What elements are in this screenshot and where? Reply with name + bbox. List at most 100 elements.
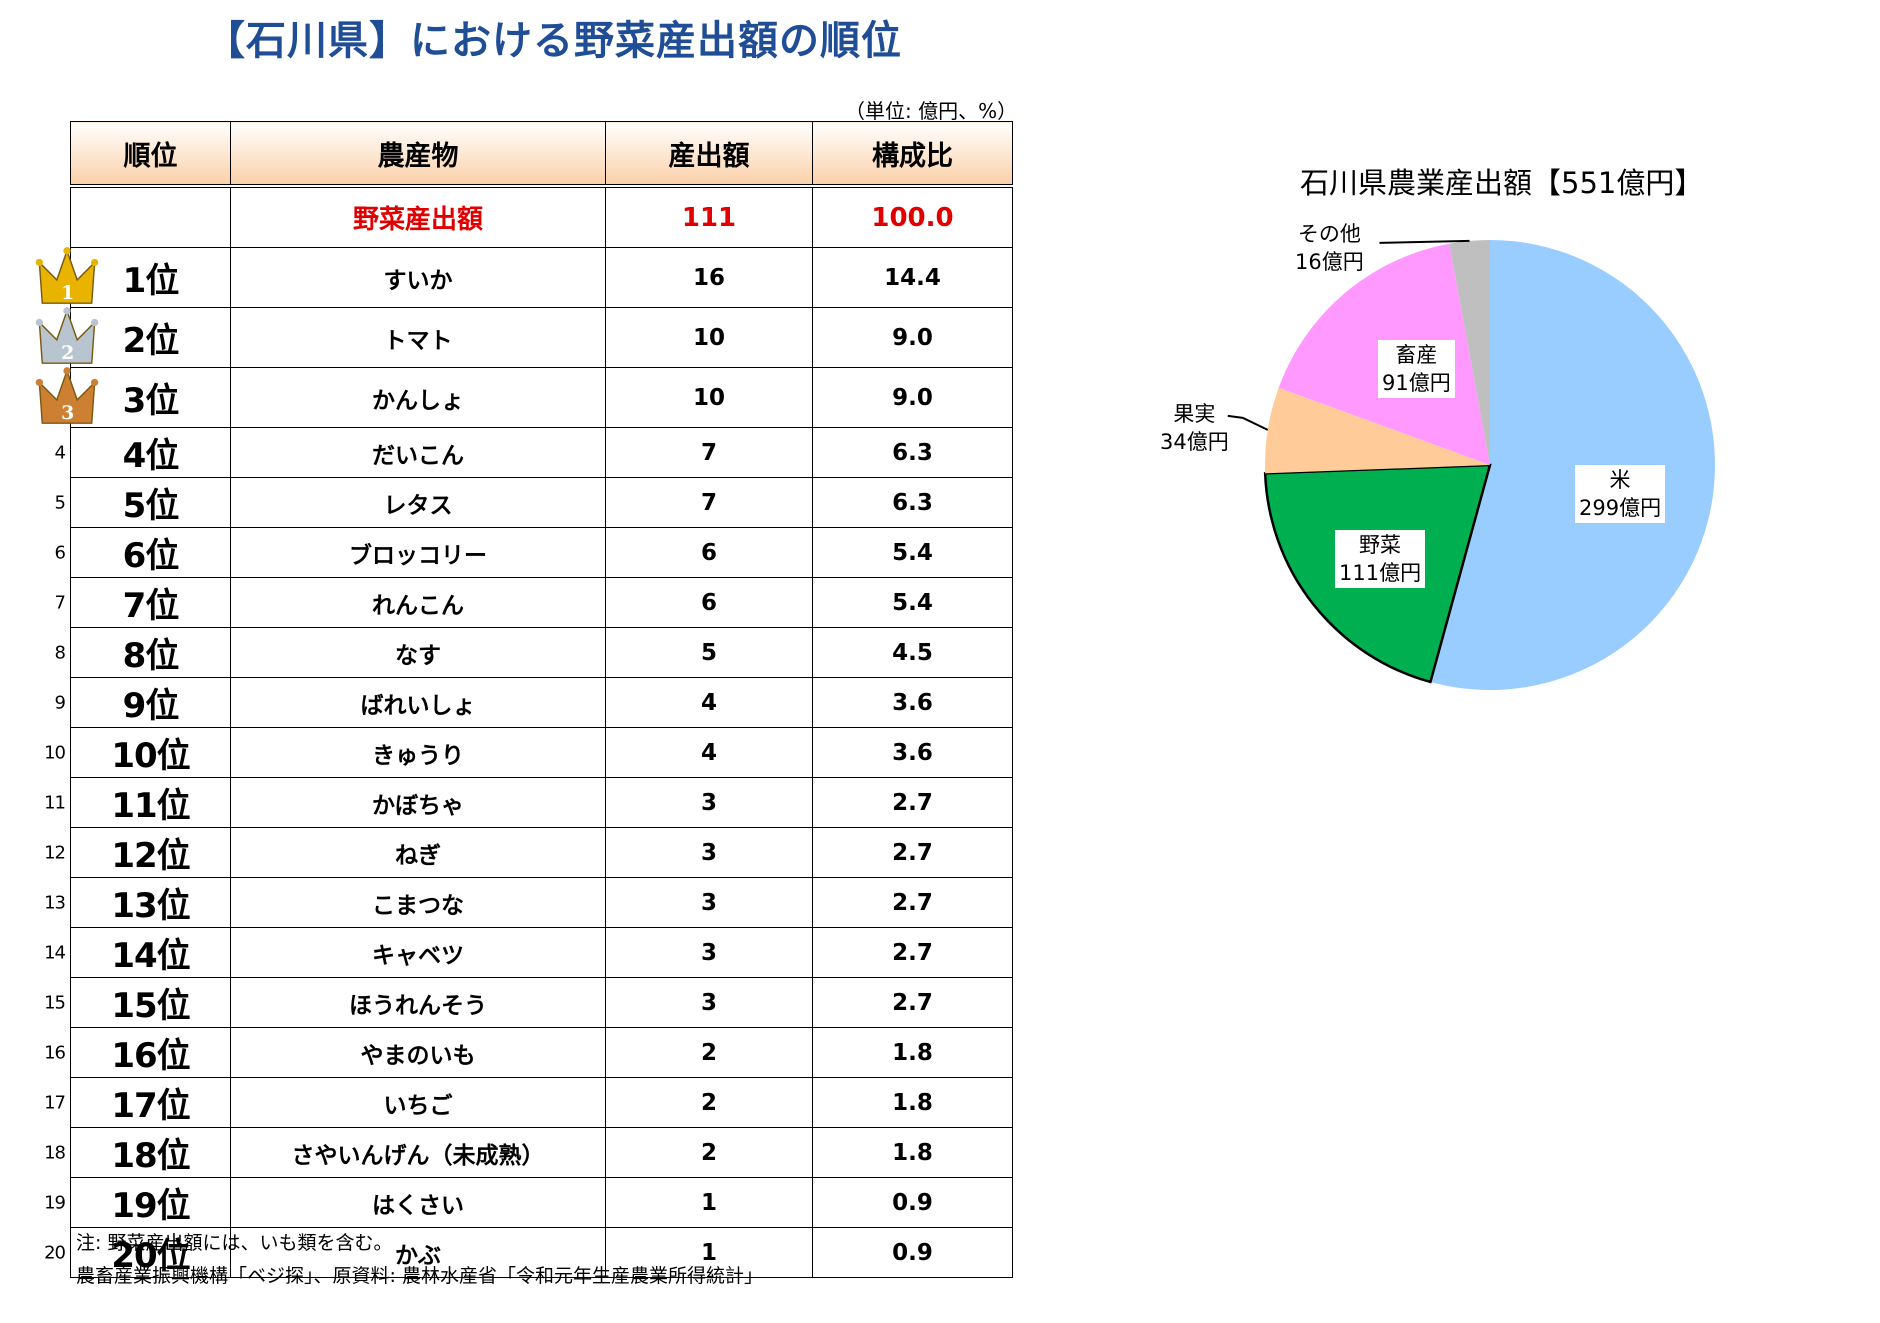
footnote-note: 注: 野菜産出額には、いも類を含む。: [76, 1232, 393, 1254]
ratio-value: 9.0: [812, 307, 1013, 368]
rank-label: 10位: [111, 736, 190, 776]
amount-value: 10: [605, 307, 813, 368]
pie-slice: [1449, 240, 1490, 465]
rank-label: 12位: [111, 836, 190, 876]
crop-name: はくさい: [230, 1177, 606, 1228]
crop-name: ブロッコリー: [230, 527, 606, 578]
row-number: 19: [44, 1192, 66, 1213]
amount-value: 7: [605, 477, 813, 528]
crop-name: こまつな: [230, 877, 606, 928]
crop-name: ばれいしょ: [230, 677, 606, 728]
slice-name: 野菜: [1359, 533, 1402, 557]
crop-name: きゅうり: [230, 727, 606, 778]
pie-slice-label: その他 16億円: [1295, 220, 1364, 276]
rank-cell: 14 14位: [44, 927, 231, 978]
table-row: 13 13位 こまつな 3 2.7: [44, 877, 1013, 928]
ratio-value: 5.4: [812, 577, 1013, 628]
amount-value: 7: [605, 427, 813, 478]
crop-name: なす: [230, 627, 606, 678]
total-row: 野菜産出額 111 100.0: [70, 185, 1013, 248]
rank-cell: 13 13位: [44, 877, 231, 928]
rank-label: 2位: [122, 321, 180, 361]
pie-slice-label: 果実 34億円: [1160, 400, 1229, 456]
row-number: 9: [54, 692, 66, 713]
header-crop: 農産物: [230, 121, 606, 188]
row-number: 5: [54, 492, 66, 513]
ratio-value: 2.7: [812, 977, 1013, 1028]
crop-name: レタス: [230, 477, 606, 528]
amount-value: 10: [605, 367, 813, 428]
crop-name: ねぎ: [230, 827, 606, 878]
crop-name: だいこん: [230, 427, 606, 478]
rank-label: 11位: [111, 786, 190, 826]
table-row: 4 4位 だいこん 7 6.3: [55, 427, 1013, 478]
rank-cell: 15 15位: [44, 977, 231, 1028]
amount-value: 3: [605, 977, 813, 1028]
table-row: 11 11位 かぼちゃ 3 2.7: [44, 777, 1013, 828]
ratio-value: 14.4: [812, 247, 1013, 308]
header-ratio: 構成比: [812, 121, 1013, 188]
rank-cell: 16 16位: [44, 1027, 231, 1078]
slice-name: 果実: [1173, 402, 1216, 426]
table-row: 3 3位 かんしょ 10 9.0: [35, 367, 1013, 428]
table-row: 18 18位 さやいんげん（未成熟） 2 1.8: [44, 1127, 1013, 1178]
rank-cell: 1 1位: [35, 247, 231, 308]
rank-label: 6位: [122, 536, 180, 576]
rank-label: 1位: [122, 261, 180, 301]
slice-value: 299億円: [1579, 496, 1662, 520]
crop-name: いちご: [230, 1077, 606, 1128]
table-row: 20 20位 かぶ 1 0.9: [44, 1227, 1013, 1278]
table-row: 10 10位 きゅうり 4 3.6: [44, 727, 1013, 778]
rank-label: 7位: [122, 586, 180, 626]
row-number: 16: [44, 1042, 66, 1063]
crown-icon: 1: [31, 245, 103, 318]
row-number: 4: [54, 442, 66, 463]
total-rank-cell: [70, 185, 231, 248]
row-number: 17: [44, 1092, 66, 1113]
row-number: 6: [54, 542, 66, 563]
pie-chart-title: 石川県農業産出額【551億円】: [1300, 166, 1704, 200]
slice-value: 34億円: [1160, 430, 1229, 454]
header-amount: 産出額: [605, 121, 813, 188]
rank-label: 19位: [111, 1186, 190, 1226]
slice-value: 16億円: [1295, 250, 1364, 274]
table-row: 7 7位 れんこん 6 5.4: [55, 577, 1013, 628]
crop-name: かぼちゃ: [230, 777, 606, 828]
pie-slice-label: 畜産 91億円: [1378, 340, 1455, 398]
amount-value: 3: [605, 777, 813, 828]
amount-value: 5: [605, 627, 813, 678]
rank-cell: 20 20位: [44, 1227, 231, 1278]
row-number: 18: [44, 1142, 66, 1163]
total-label: 野菜産出額: [230, 185, 606, 248]
pie-slice: [1430, 240, 1715, 690]
amount-value: 6: [605, 577, 813, 628]
header-rank: 順位: [70, 121, 231, 188]
ratio-value: 2.7: [812, 777, 1013, 828]
amount-value: 16: [605, 247, 813, 308]
leader-line: [1227, 414, 1269, 431]
amount-value: 1: [605, 1177, 813, 1228]
row-number: 8: [54, 642, 66, 663]
rank-cell: 10 10位: [44, 727, 231, 778]
table-row: 9 9位 ばれいしょ 4 3.6: [55, 677, 1013, 728]
ranking-table: 順位 農産物 産出額 構成比 野菜産出額 111 100.0 1 1位 すいか 16 1…: [35, 121, 1013, 1278]
ratio-value: 3.6: [812, 677, 1013, 728]
ratio-value: 2.7: [812, 827, 1013, 878]
crop-name: かぶ: [230, 1227, 606, 1278]
ratio-value: 0.9: [812, 1227, 1013, 1278]
slice-name: その他: [1297, 222, 1361, 246]
ratio-value: 0.9: [812, 1177, 1013, 1228]
amount-value: 4: [605, 727, 813, 778]
table-row: 8 8位 なす 5 4.5: [55, 627, 1013, 678]
crown-number: 3: [61, 402, 73, 424]
rank-cell: 12 12位: [44, 827, 231, 878]
crop-name: かんしょ: [230, 367, 606, 428]
amount-value: 3: [605, 877, 813, 928]
ratio-value: 1.8: [812, 1077, 1013, 1128]
table-header-row: 順位 農産物 産出額 構成比: [70, 121, 1013, 188]
rank-cell: 5 5位: [55, 477, 231, 528]
slice-name: 畜産: [1395, 343, 1438, 367]
rank-label: 15位: [111, 986, 190, 1026]
rank-label: 4位: [122, 436, 180, 476]
amount-value: 2: [605, 1127, 813, 1178]
